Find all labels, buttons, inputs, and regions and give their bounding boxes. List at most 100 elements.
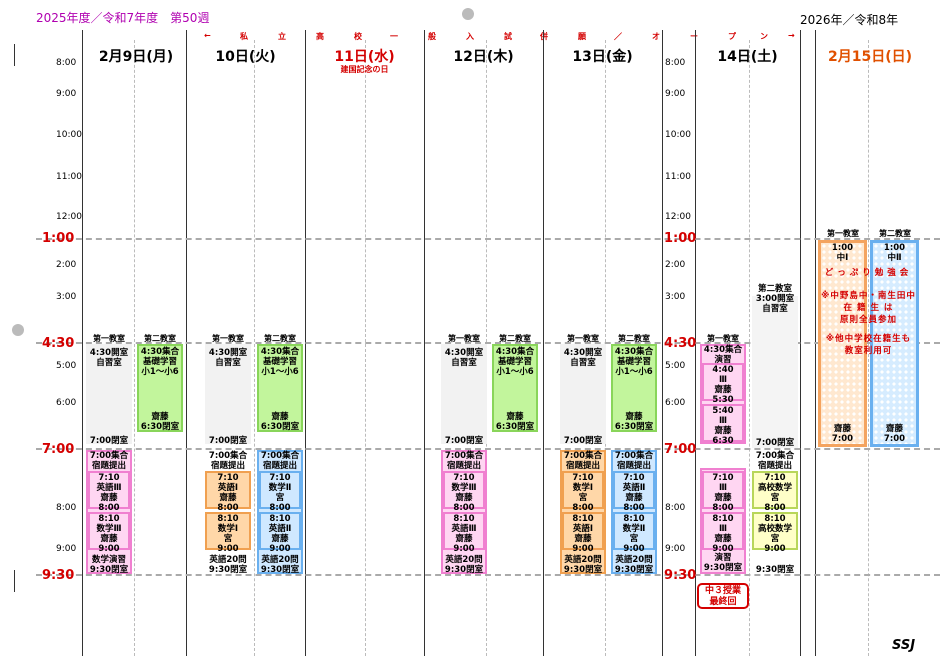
self-study-open: 4:30開室 自習室 [89, 348, 129, 368]
room-label: 第一教室 [212, 334, 244, 343]
time-label: 6:00 [56, 398, 77, 408]
class-text: 7:00集合 宿題提出 [208, 451, 248, 471]
class-text: 7:00集合 宿題提出 [444, 451, 484, 471]
time-label: 9:00 [56, 544, 77, 554]
session-head: 1:00 中Ⅱ [883, 243, 906, 263]
time-label: 11:00 [665, 172, 691, 182]
banner-char: 入 [466, 32, 474, 41]
banner-char: 校 [354, 32, 362, 41]
room-label: 第一教室 [827, 229, 859, 238]
class-block: 8:10 英語Ⅲ 齋藤 9:00 [443, 512, 485, 554]
room-label: 第一教室 [707, 334, 739, 343]
time-label: 12:00 [56, 212, 82, 222]
corner-mark [14, 44, 15, 66]
rule-1pm [36, 238, 940, 240]
class-block: 7:10 数学Ⅱ 宮 8:00 [259, 471, 301, 513]
basic-study-teacher: 齋藤 6:30閉室 [260, 412, 300, 432]
room-label: 第二教室 [144, 334, 176, 343]
rule-7pm [36, 448, 940, 450]
basic-study-teacher: 齋藤 6:30閉室 [140, 412, 180, 432]
class-text: 7:00集合 宿題提出 [260, 451, 300, 471]
class-block: 7:10 数学Ⅲ 齋藤 8:00 [443, 471, 485, 513]
banner-char: ー [690, 32, 698, 41]
banner-char: ← [204, 31, 211, 40]
banner-char: ン [760, 32, 768, 41]
self-study-open: 4:30開室 自習室 [563, 348, 603, 368]
class-text: 9:30閉室 [755, 565, 795, 575]
day-header-mon: 2月9日(月) [98, 49, 174, 65]
class-block: 8:10 数学Ⅲ 齋藤 9:00 [88, 512, 130, 554]
self-study-close: 7:00閉室 [89, 436, 129, 446]
time-label: 4:30 [664, 336, 697, 351]
time-label: 3:00 [56, 292, 77, 302]
class-text: 4:30集合 演習 [703, 345, 743, 365]
time-label: 4:30 [42, 336, 75, 351]
time-label: 8:00 [665, 503, 686, 513]
class-block: 7:10 英語Ⅲ 齋藤 8:00 [88, 471, 130, 513]
class-block: 8:10 Ⅲ 齋藤 9:00 [702, 512, 744, 554]
class-block: 8:10 英語Ⅰ 齋藤 9:00 [562, 512, 604, 554]
self-study-close: 7:00閉室 [444, 436, 484, 446]
class-text: 7:00集合 宿題提出 [89, 451, 129, 471]
time-label: 1:00 [42, 231, 75, 246]
grid-dash [868, 40, 869, 656]
class-text: 数学演習 9:30閉室 [89, 555, 129, 575]
self-study-block [752, 296, 798, 448]
study-session-block [870, 240, 919, 447]
banner-char: 般 [428, 32, 436, 41]
day-header-tue: 10日(火) [215, 49, 276, 65]
banner-char: 試 [504, 32, 512, 41]
self-study-block [560, 344, 606, 444]
class-text: 英語20問 9:30閉室 [563, 555, 603, 575]
room-label: 第一教室 [93, 334, 125, 343]
class-block: 8:10 数学Ⅰ 宮 9:00 [205, 512, 251, 554]
self-study-close: 7:00閉室 [755, 438, 795, 448]
class-block: 7:10 英語Ⅱ 齋藤 8:00 [613, 471, 655, 513]
binder-hole-left [12, 324, 24, 336]
final-class-note: 中３授業 最終回 [697, 583, 749, 609]
room-label: 第一教室 [567, 334, 599, 343]
day-header-sun: 2月15日(日) [827, 49, 913, 65]
time-label: 5:00 [665, 361, 686, 371]
time-label: 7:00 [664, 442, 697, 457]
self-study-block [441, 344, 487, 444]
year-title: 2026年／令和8年 [800, 13, 899, 27]
class-block: 8:10 高校数学 宮 9:00 [752, 512, 798, 554]
class-block: 4:40 Ⅲ 齋藤 5:30 [702, 363, 744, 405]
time-label: 2:00 [665, 260, 686, 270]
time-label: 9:00 [665, 544, 686, 554]
basic-study-text: 4:30集合 基礎学習 小1〜小6 [260, 347, 300, 377]
banner-char: 併 [540, 32, 548, 41]
class-text: 7:00集合 宿題提出 [614, 451, 654, 471]
banner-char: → [788, 31, 795, 40]
self-study-close: 7:00閉室 [208, 436, 248, 446]
room-label: 第二教室 [499, 334, 531, 343]
room-label: 第二教室 [264, 334, 296, 343]
time-label: 9:30 [664, 568, 697, 583]
grid-dash [134, 40, 135, 656]
self-study-close: 7:00閉室 [563, 436, 603, 446]
class-text: 英語20問 9:30閉室 [614, 555, 654, 575]
basic-study-teacher: 齋藤 6:30閉室 [614, 412, 654, 432]
self-study-open: 4:30開室 自習室 [208, 348, 248, 368]
time-label: 8:00 [56, 58, 77, 68]
basic-study-text: 4:30集合 基礎学習 小1〜小6 [140, 347, 180, 377]
basic-study-text: 4:30集合 基礎学習 小1〜小6 [614, 347, 654, 377]
class-text: 英語20問 9:30閉室 [208, 555, 248, 575]
class-text: 7:00集合 宿題提出 [755, 451, 795, 471]
session-title: どっぷり勉強会 [824, 268, 913, 278]
basic-study-block [257, 344, 303, 432]
class-text: 英語20問 9:30閉室 [444, 555, 484, 575]
time-label: 1:00 [664, 231, 697, 246]
self-study-open: 4:30開室 自習室 [444, 348, 484, 368]
time-label: 3:00 [665, 292, 686, 302]
self-study-open: 第二教室 3:00開室 自習室 [755, 284, 795, 314]
holiday-label: 建国記念の日 [340, 65, 389, 74]
banner-char: 高 [316, 32, 324, 41]
banner-char: 私 [240, 32, 248, 41]
class-block: 7:10 Ⅲ 齋藤 8:00 [702, 471, 744, 513]
self-study-block [205, 344, 251, 444]
rule-930 [36, 574, 940, 576]
basic-study-teacher: 齋藤 6:30閉室 [495, 412, 535, 432]
day-header-thu: 12日(木) [453, 49, 514, 65]
